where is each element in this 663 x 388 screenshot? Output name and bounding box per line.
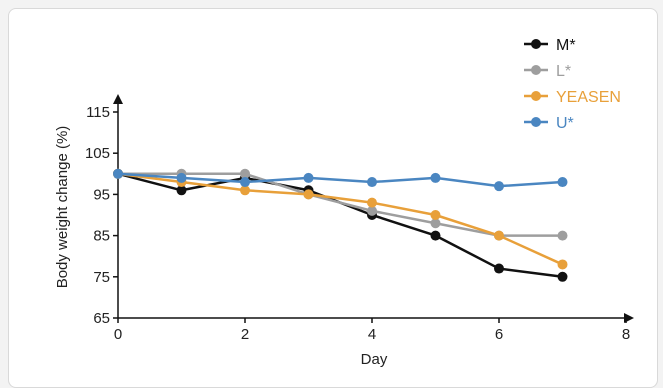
series-line (117, 172, 564, 266)
data-point (176, 172, 187, 183)
data-point (367, 205, 377, 216)
legend-label: YEASEN (556, 89, 621, 106)
legend-marker (531, 91, 541, 101)
data-point (367, 177, 377, 188)
series-3 (113, 168, 568, 192)
data-point (557, 259, 568, 270)
data-point (367, 197, 377, 208)
series-line (118, 172, 563, 237)
data-point (240, 168, 250, 179)
line-chart: 65 75 85 95 105 115 0 2 4 6 8 M* L* YEASEN U* Day Bod… (54, 37, 634, 368)
data-point (494, 263, 504, 274)
data-point (557, 230, 568, 241)
data-point (113, 168, 123, 179)
data-point (430, 218, 441, 229)
axes: 65 75 85 95 105 115 0 2 4 6 8 (85, 94, 634, 343)
x-tick-label: 4 (368, 326, 376, 343)
y-tick-label: 105 (85, 145, 110, 162)
y-tick-label: 65 (93, 310, 110, 327)
y-tick-label: 95 (93, 186, 110, 203)
series-line (117, 172, 563, 188)
legend-marker (531, 117, 541, 127)
data-point (557, 271, 568, 282)
legend-item: M* (524, 37, 576, 54)
y-tick-label: 115 (86, 104, 110, 121)
legend-label: L* (556, 63, 571, 80)
data-point (430, 210, 441, 220)
x-tick-label: 6 (495, 326, 503, 343)
y-tick-label: 85 (93, 228, 110, 245)
legend-item: YEASEN (524, 89, 621, 106)
y-tick-label: 75 (93, 269, 110, 286)
legend-item: L* (524, 63, 571, 80)
data-point (176, 185, 187, 196)
data-point (494, 181, 504, 192)
y-axis-arrow (113, 94, 123, 104)
x-tick-label: 0 (114, 326, 122, 343)
legend-label: M* (556, 37, 576, 54)
data-point (430, 230, 441, 241)
legend-marker (531, 65, 541, 75)
data-point (557, 177, 568, 188)
legend-label: U* (556, 115, 574, 132)
y-axis-title: Body weight change (%) (54, 126, 71, 289)
legend-item: U* (524, 115, 574, 132)
x-axis-title: Day (361, 351, 388, 368)
data-point (303, 189, 314, 200)
legend-marker (531, 39, 541, 49)
x-tick-label: 8 (622, 326, 630, 343)
data-point (430, 172, 441, 183)
data-point (303, 172, 314, 183)
data-point (494, 230, 504, 241)
data-point (240, 185, 250, 196)
legend: M* L* YEASEN U* (524, 37, 621, 132)
data-point (240, 177, 250, 188)
x-tick-label: 2 (241, 326, 249, 343)
series-layer (113, 168, 568, 282)
